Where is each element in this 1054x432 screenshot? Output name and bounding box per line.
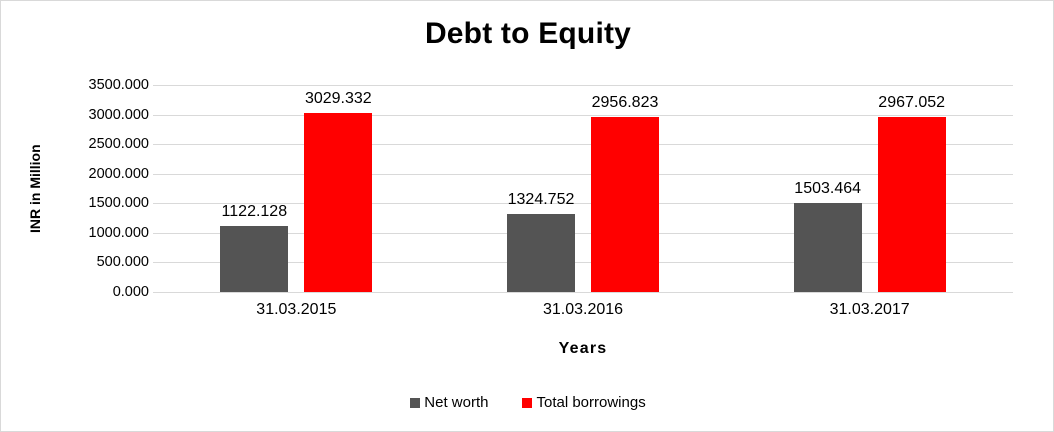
y-axis-tick-label: 1000.000	[88, 224, 149, 241]
y-axis-tick-label: 1500.000	[88, 195, 149, 212]
x-axis-category-label: 31.03.2017	[829, 301, 910, 318]
bar-networth[interactable]	[220, 225, 289, 292]
legend-label: Total borrowings	[536, 394, 646, 411]
bar-value-label: 1503.464	[794, 180, 862, 198]
gridline	[153, 173, 1013, 175]
gridline	[153, 262, 1013, 264]
plot-area: 1122.128 3029.332 1324.752 2956.823 1503.464…	[153, 85, 1013, 293]
gridline	[153, 144, 1013, 146]
bar-networth[interactable]	[507, 213, 575, 292]
chart-title: Debt to Equity	[424, 17, 632, 50]
y-axis-tick-label: 500.000	[96, 254, 149, 271]
bar-value-label: 2967.052	[878, 93, 946, 111]
y-axis-tick-label: 0.000	[112, 284, 149, 300]
bar-value-label: 1324.752	[507, 190, 575, 208]
bar-networth[interactable]	[793, 203, 862, 292]
bar-value-label: 3029.332	[304, 89, 372, 107]
x-axis-category-label: 31.03.2015	[256, 301, 337, 318]
x-axis-category-label: 31.03.2016	[542, 301, 624, 318]
bar-borrowings[interactable]	[591, 117, 659, 292]
bar-value-label: 1122.128	[221, 202, 288, 220]
legend-item[interactable]: Total borrowings	[522, 394, 646, 411]
gridline	[153, 85, 1013, 86]
gridline	[153, 232, 1013, 234]
chart-legend: Net worth Total borrowings	[1, 394, 1053, 411]
legend-label: Net worth	[424, 394, 489, 411]
x-axis-title: Years	[558, 340, 608, 357]
y-axis-tick-labels: 3500.000 3000.000 2500.000 2000.000 1500.000…	[53, 77, 149, 300]
bar-borrowings[interactable]	[877, 116, 946, 292]
y-axis-tick-label: 2000.000	[88, 165, 149, 182]
gridline	[153, 203, 1013, 205]
y-axis-tick-label: 3500.000	[88, 77, 149, 93]
y-axis-title: INR in Million	[27, 144, 43, 234]
bar-value-label: 2956.823	[591, 94, 659, 112]
bar-borrowings[interactable]	[304, 112, 373, 292]
y-axis-tick-label: 2500.000	[88, 136, 149, 153]
legend-swatch-icon	[522, 397, 533, 408]
gridline	[153, 292, 1013, 293]
legend-item[interactable]: Net worth	[410, 394, 488, 411]
gridline	[153, 114, 1013, 116]
legend-swatch-icon	[410, 397, 421, 408]
y-axis-tick-label: 3000.000	[88, 106, 149, 123]
